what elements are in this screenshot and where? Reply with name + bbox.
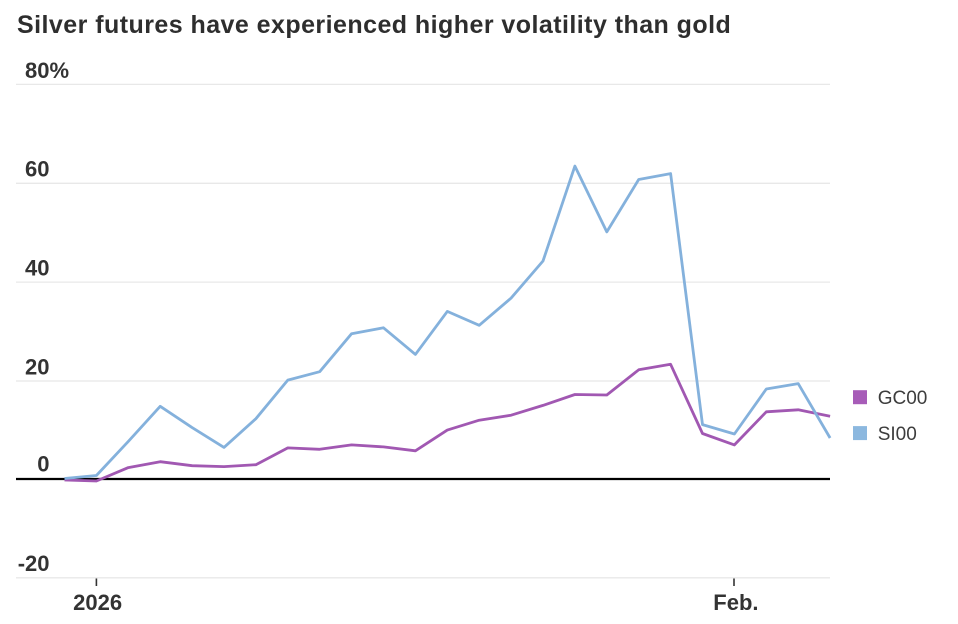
svg-text:20: 20 [25, 354, 49, 379]
svg-text:40: 40 [25, 256, 49, 281]
svg-text:80: 80 [25, 58, 49, 83]
svg-text:%: % [50, 58, 70, 83]
svg-text:Feb.: Feb. [713, 590, 758, 615]
svg-text:GC00: GC00 [878, 388, 928, 409]
svg-text:0: 0 [37, 452, 49, 477]
svg-text:60: 60 [25, 157, 49, 182]
svg-text:SI00: SI00 [878, 424, 917, 445]
svg-text:2026: 2026 [73, 590, 122, 615]
svg-text:-20: -20 [18, 551, 50, 576]
